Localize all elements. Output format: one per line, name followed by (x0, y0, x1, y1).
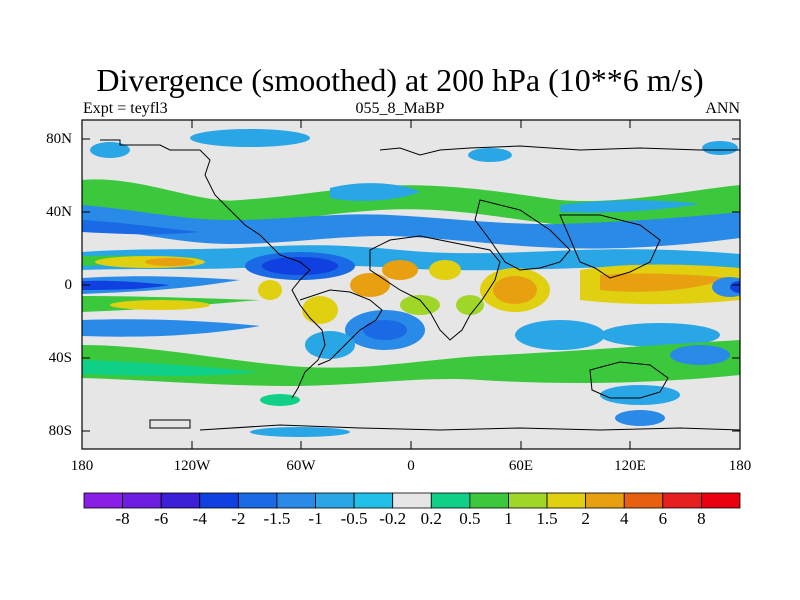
x-tick-label: 60E (508, 458, 534, 474)
colorbar-label: 6 (658, 509, 668, 528)
colorbar-swatch (199, 492, 239, 509)
y-tick-label: 40S (48, 350, 72, 366)
y-tick-label: 80S (48, 423, 72, 439)
y-tick-label: 0 (64, 277, 73, 293)
colorbar-swatch (662, 492, 702, 509)
colorbar-label: 1 (504, 509, 513, 528)
colorbar-label: 0.5 (459, 509, 481, 528)
colorbar-swatch (469, 492, 509, 509)
plot-title: Divergence (smoothed) at 200 hPa (10**6 … (96, 62, 704, 98)
x-tick-label: 60W (286, 458, 316, 474)
colorbar-label: -1.5 (263, 509, 291, 528)
colorbar-label: -6 (154, 509, 169, 528)
colorbar-swatch (623, 492, 664, 509)
colorbar-swatch (237, 492, 278, 509)
colorbar-swatch (353, 492, 394, 509)
colorbar-swatch (315, 492, 355, 509)
x-tick-label: 180 (70, 458, 94, 474)
x-tick-label: 120W (173, 458, 211, 474)
colorbar-swatch (508, 492, 548, 509)
y-tick-label: 40N (46, 204, 72, 220)
x-tick-label: 180 (728, 458, 752, 474)
y-tick-label: 80N (46, 131, 72, 147)
colorbar-label: 1.5 (536, 509, 558, 528)
colorbar-label: 0.2 (420, 509, 442, 528)
colorbar-swatch (585, 492, 625, 509)
x-tick-label: 120E (614, 458, 646, 474)
colorbar-label: -2 (231, 509, 246, 528)
case-label: 055_8_MaBP (355, 100, 445, 117)
colorbar-label: -4 (192, 509, 207, 528)
colorbar-swatch (276, 492, 316, 509)
colorbar-label: 4 (619, 509, 629, 528)
colorbar-swatch (160, 492, 201, 509)
colorbar-swatch (546, 492, 587, 509)
colorbar-label: 2 (581, 509, 590, 528)
axis-tick-marks (81, 120, 741, 449)
coastline-layer (100, 139, 740, 431)
experiment-label: Expt = teyfl3 (83, 100, 168, 117)
colorbar-swatch (122, 492, 162, 509)
x-tick-label: 0 (407, 458, 415, 474)
colorbar-label: -0.2 (379, 509, 407, 528)
colorbar-swatch (392, 492, 432, 509)
colorbar-swatch (430, 492, 471, 509)
season-label: ANN (705, 100, 740, 117)
colorbar-label: 8 (697, 509, 706, 528)
contour-fill-layer (82, 120, 740, 449)
colorbar-swatch (83, 492, 123, 509)
colorbar-swatch (701, 492, 741, 509)
colorbar-label: -8 (115, 509, 130, 528)
colorbar-label: -0.5 (340, 509, 368, 528)
colorbar-label: -1 (308, 509, 323, 528)
